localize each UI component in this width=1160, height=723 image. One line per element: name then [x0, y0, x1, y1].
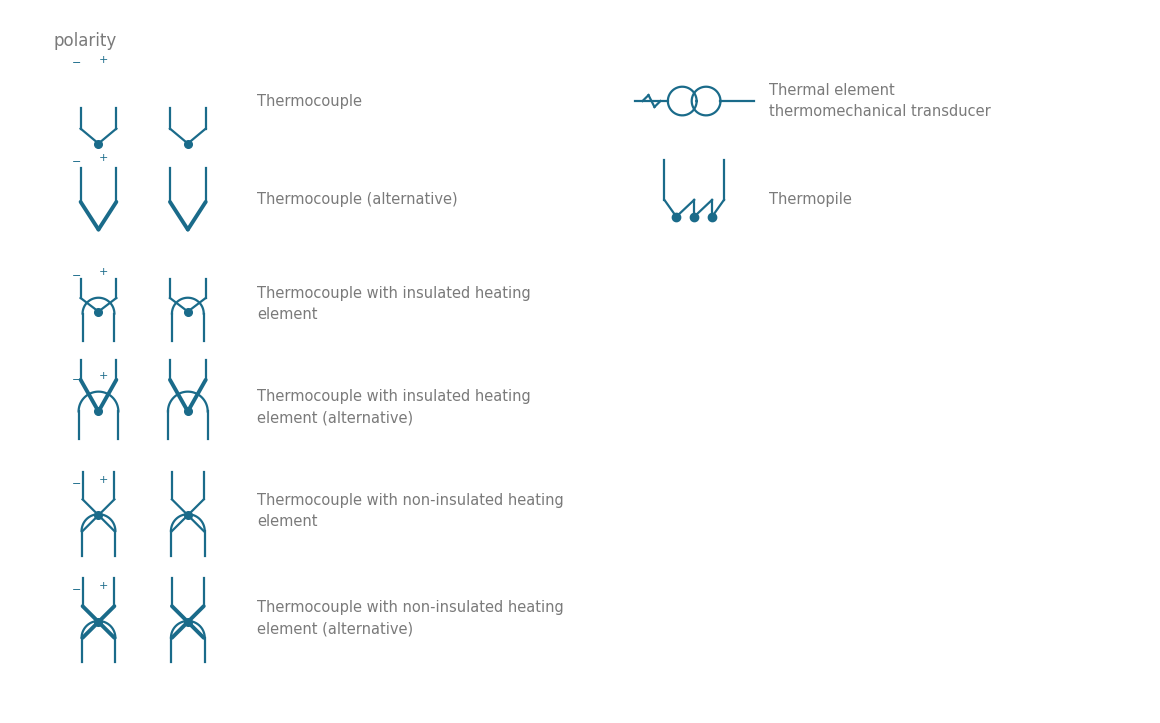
Text: +: + — [99, 267, 108, 277]
Text: −: − — [72, 479, 81, 489]
Text: −: − — [72, 271, 81, 281]
Text: +: + — [99, 371, 108, 381]
Text: Thermocouple with non-insulated heating
element (alternative): Thermocouple with non-insulated heating … — [258, 600, 564, 636]
Text: Thermopile: Thermopile — [769, 192, 851, 208]
Text: Thermocouple (alternative): Thermocouple (alternative) — [258, 192, 458, 208]
Text: Thermocouple with insulated heating
element: Thermocouple with insulated heating elem… — [258, 286, 531, 322]
Text: −: − — [72, 586, 81, 595]
Text: +: + — [99, 153, 108, 163]
Text: +: + — [99, 54, 108, 64]
Text: Thermocouple: Thermocouple — [258, 93, 362, 108]
Text: Thermocouple with insulated heating
element (alternative): Thermocouple with insulated heating elem… — [258, 390, 531, 425]
Text: +: + — [99, 474, 108, 484]
Text: −: − — [72, 375, 81, 385]
Text: Thermocouple with non-insulated heating
element: Thermocouple with non-insulated heating … — [258, 493, 564, 529]
Text: −: − — [72, 158, 81, 167]
Text: +: + — [99, 581, 108, 591]
Text: −: − — [72, 59, 81, 69]
Text: Thermal element
thermomechanical transducer: Thermal element thermomechanical transdu… — [769, 83, 991, 119]
Text: polarity: polarity — [53, 32, 117, 50]
